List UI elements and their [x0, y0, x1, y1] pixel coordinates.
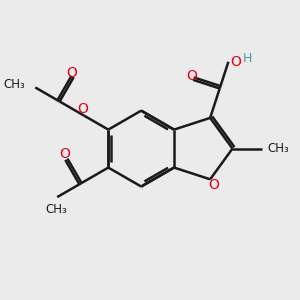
Text: O: O	[59, 148, 70, 161]
Text: O: O	[186, 69, 197, 83]
Text: CH₃: CH₃	[45, 203, 67, 216]
Text: O: O	[208, 178, 219, 193]
Text: H: H	[243, 52, 252, 65]
Text: CH₃: CH₃	[4, 78, 26, 91]
Text: O: O	[77, 102, 88, 116]
Text: O: O	[230, 55, 241, 69]
Text: O: O	[66, 66, 77, 80]
Text: CH₃: CH₃	[267, 142, 289, 155]
